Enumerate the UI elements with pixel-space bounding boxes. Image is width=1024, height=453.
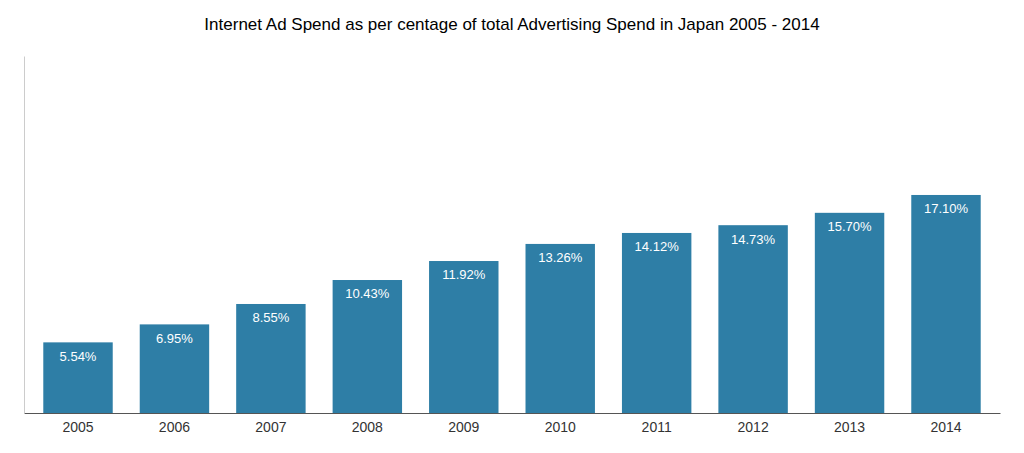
y-axis — [24, 57, 25, 414]
x-tick: 2011 — [642, 419, 672, 435]
x-tick: 2005 — [62, 419, 93, 435]
data-label: 10.43% — [345, 286, 390, 301]
bar — [911, 195, 980, 413]
data-label: 11.92% — [442, 267, 486, 282]
bar — [236, 304, 305, 413]
data-label: 14.12% — [635, 239, 680, 254]
x-tick-label: 2007 — [255, 419, 286, 435]
x-tick: 2009 — [448, 419, 479, 435]
data-label: 8.55% — [252, 310, 289, 325]
bar — [140, 324, 209, 413]
x-tick: 2008 — [352, 419, 383, 435]
x-tick: 2014 — [930, 419, 961, 435]
bar — [526, 244, 595, 413]
x-tick: 2006 — [159, 419, 190, 435]
data-label: 13.26% — [538, 250, 583, 265]
x-tick-label: 2006 — [159, 419, 190, 435]
x-tick: 2010 — [545, 419, 576, 435]
data-label: 17.10% — [924, 201, 969, 216]
bar — [333, 280, 402, 413]
data-label: 14.73% — [731, 232, 776, 247]
data-label: 6.95% — [156, 331, 193, 346]
x-tick: 2013 — [834, 419, 865, 435]
data-label: 15.70% — [828, 219, 873, 234]
data-label: 5.54% — [60, 349, 97, 364]
x-tick-label: 2010 — [545, 419, 576, 435]
bar — [429, 261, 498, 413]
x-tick-label: 2009 — [448, 419, 479, 435]
x-tick-label: 2012 — [738, 419, 769, 435]
plot-area: 5.54% 6.95% 8.55% 10.43% 11.92% 13.26% 14.12% 1… — [25, 57, 1001, 435]
x-axis: 2005 2006 2007 2008 2009 2010 2011 2012 2013 2014 — [25, 414, 1001, 435]
x-tick-label: 2014 — [930, 419, 961, 435]
chart-title: Internet Ad Spend as per centage of tota… — [204, 15, 819, 34]
x-tick-label: 2008 — [352, 419, 383, 435]
chart-svg: Internet Ad Spend as per centage of tota… — [0, 0, 1024, 453]
bar — [718, 225, 787, 413]
bar — [815, 213, 884, 413]
y-axis-line — [24, 57, 25, 414]
bar — [622, 233, 691, 413]
x-tick: 2012 — [738, 419, 769, 435]
bars — [43, 195, 980, 413]
x-tick-label: 2005 — [62, 419, 93, 435]
x-tick: 2007 — [255, 419, 286, 435]
bar — [43, 342, 112, 413]
data-labels: 5.54% 6.95% 8.55% 10.43% 11.92% 13.26% 14.12% 1… — [60, 201, 969, 363]
x-axis-line — [25, 413, 1001, 414]
x-tick-label: 2011 — [642, 419, 672, 435]
x-tick-label: 2013 — [834, 419, 865, 435]
chart-container: Internet Ad Spend as per centage of tota… — [0, 0, 1024, 453]
